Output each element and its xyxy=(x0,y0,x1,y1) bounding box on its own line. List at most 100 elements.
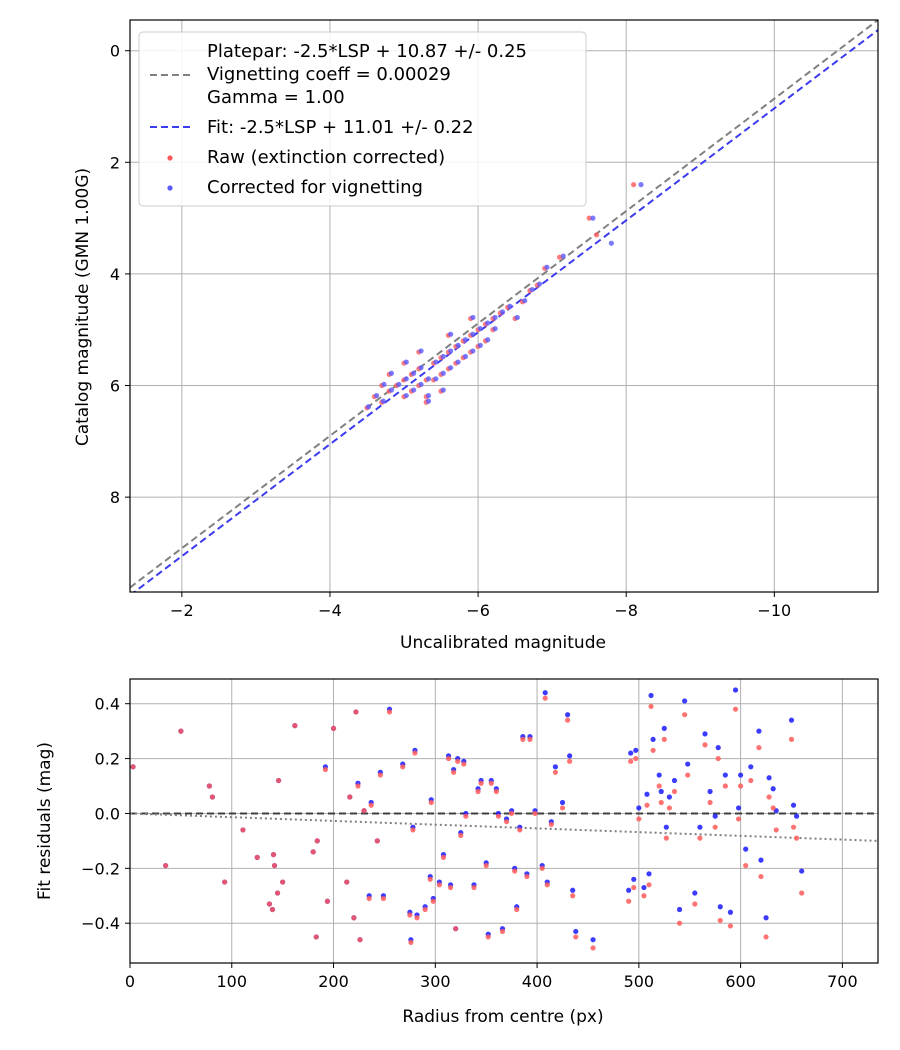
top-point-b xyxy=(477,342,483,348)
bot-point-b xyxy=(722,783,728,789)
bot-point-b xyxy=(478,780,484,786)
top-point-b xyxy=(448,331,454,337)
bot-point-b xyxy=(656,783,662,789)
calibration-x-ticks: −2 −4 −6 −8 −10 xyxy=(170,592,791,620)
bot-point-a xyxy=(631,876,637,882)
top-point-b xyxy=(560,253,566,259)
residuals-plot: 0 100 200 300 400 500 600 700 0.4 0.2 0.0 −0.2 −0.4… xyxy=(35,678,879,1027)
bot-point-b xyxy=(347,794,353,800)
bot-point-b xyxy=(644,802,650,808)
top-platepar-line xyxy=(130,20,878,589)
bot-point-a xyxy=(692,890,698,896)
top-point-b xyxy=(470,348,476,354)
bot-point-b xyxy=(509,810,515,817)
bot-point-b xyxy=(712,824,718,830)
bot-point-b xyxy=(374,838,380,844)
bot-point-a xyxy=(656,772,662,778)
bot-point-b xyxy=(292,723,298,729)
top-point-b xyxy=(638,182,644,188)
bot-point-b xyxy=(692,901,698,907)
bot-point-b xyxy=(633,755,639,762)
top-point-b xyxy=(425,376,432,382)
bot-point-b xyxy=(412,750,418,756)
residuals-axes-frame xyxy=(129,678,879,964)
bot-point-b xyxy=(717,917,723,924)
bot-point-b xyxy=(461,761,467,767)
top-point-b xyxy=(608,240,614,246)
top-x-tick-label: −2 xyxy=(170,601,194,620)
bot-point-a xyxy=(793,813,800,819)
top-point-b xyxy=(425,398,432,404)
bot-point-b xyxy=(222,879,228,885)
bot-point-a xyxy=(590,937,596,943)
bot-point-b xyxy=(544,882,550,888)
bot-x-tick-label: 200 xyxy=(318,972,349,991)
legend-fit: Fit: -2.5*LSP + 11.01 +/- 0.22 xyxy=(207,117,474,138)
bot-point-b xyxy=(565,717,571,723)
bot-point-b xyxy=(548,821,554,828)
bot-point-b xyxy=(763,934,769,940)
top-point-b xyxy=(492,314,498,321)
bot-point-b xyxy=(517,827,523,833)
legend-platepar: Platepar: -2.5*LSP + 10.87 +/- 0.25 xyxy=(207,41,527,62)
top-point-b xyxy=(418,365,424,371)
bot-point-a xyxy=(648,692,654,699)
bot-point-b xyxy=(766,794,772,800)
bot-point-a xyxy=(565,712,571,718)
legend: Platepar: -2.5*LSP + 10.87 +/- 0.25 Vign… xyxy=(138,31,587,207)
top-point-b xyxy=(544,264,550,270)
top-point-b xyxy=(403,359,409,365)
legend-corrected: Corrected for vignetting xyxy=(207,177,423,198)
bot-point-b xyxy=(636,816,642,822)
bot-point-b xyxy=(648,703,654,710)
bot-point-a xyxy=(732,687,739,693)
bot-point-b xyxy=(447,884,454,891)
bot-point-b xyxy=(539,865,545,871)
bot-point-b xyxy=(240,827,246,833)
bot-point-a xyxy=(717,904,723,910)
bot-point-b xyxy=(163,862,169,869)
legend-raw-marker xyxy=(167,155,173,161)
bot-point-b xyxy=(661,736,667,742)
bot-point-b xyxy=(567,758,573,764)
top-point-b xyxy=(381,381,387,388)
top-point-b xyxy=(492,326,498,332)
bot-point-a xyxy=(743,846,749,852)
top-point-b xyxy=(462,337,469,343)
bot-point-a xyxy=(671,777,678,784)
top-point-b xyxy=(433,359,439,365)
bot-point-b xyxy=(355,783,361,789)
bot-point-b xyxy=(590,945,596,951)
bot-point-a xyxy=(685,761,691,767)
bot-point-a xyxy=(758,857,764,863)
bot-point-b xyxy=(178,728,184,734)
legend-box xyxy=(138,31,587,207)
top-point-b xyxy=(425,392,432,399)
top-point-b xyxy=(455,359,461,365)
calibration-plot: −2 −4 −6 −8 −10 0 2 4 6 8 Uncalibrated magnitude… xyxy=(73,19,879,653)
bot-point-a xyxy=(790,802,797,808)
bot-point-b xyxy=(430,898,436,904)
bot-point-b xyxy=(671,788,678,795)
residuals-x-axis-label: Radius from centre (px) xyxy=(402,1007,603,1027)
bot-point-b xyxy=(735,816,742,822)
bot-point-a xyxy=(658,788,664,795)
bot-point-a xyxy=(570,887,576,893)
top-point-b xyxy=(470,314,476,321)
top-point-b xyxy=(411,370,417,376)
bot-point-a xyxy=(676,906,683,913)
bot-point-b xyxy=(471,884,477,891)
bot-point-b xyxy=(407,912,413,918)
top-point-b xyxy=(418,381,424,388)
bot-point-b xyxy=(485,934,491,940)
bot-point-b xyxy=(386,709,393,715)
bot-point-b xyxy=(275,777,282,784)
top-y-tick-label: 2 xyxy=(110,153,120,172)
top-point-b xyxy=(522,298,528,304)
bot-x-tick-label: 100 xyxy=(216,972,247,991)
calibration-x-axis-label: Uncalibrated magnitude xyxy=(400,633,606,653)
top-x-tick-label: −4 xyxy=(318,601,342,620)
bot-point-b xyxy=(266,901,273,907)
bot-x-tick-label: 600 xyxy=(725,972,756,991)
